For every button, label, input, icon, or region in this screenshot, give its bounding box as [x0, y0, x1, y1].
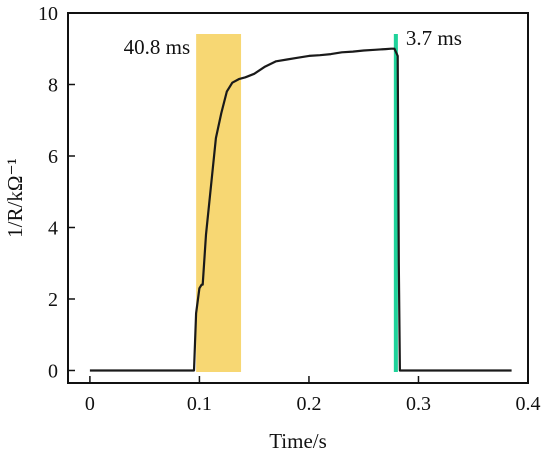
- annotation-label-1: 40.8 ms: [124, 35, 191, 59]
- highlight-band-1: [196, 34, 242, 372]
- annotation-label-2: 3.7 ms: [406, 26, 462, 50]
- x-axis-title: Time/s: [269, 429, 327, 453]
- annotation-labels: 40.8 ms 3.7 ms: [124, 26, 462, 59]
- x-tick-label: 0.4: [516, 393, 541, 415]
- x-tick-label: 0: [85, 393, 95, 415]
- y-tick-label: 10: [38, 3, 58, 25]
- y-tick-label: 6: [48, 146, 58, 168]
- series-line: [89, 47, 512, 372]
- y-axis-ticks: 0 2 4 6 8 10: [38, 3, 75, 382]
- x-axis-ticks: 0 0.1 0.2 0.3 0.4: [85, 376, 541, 415]
- y-axis-title: 1/R/kΩ⁻¹: [3, 158, 27, 238]
- plot-frame: [67, 12, 529, 384]
- y-tick-label: 2: [48, 289, 58, 311]
- x-tick-label: 0.1: [187, 393, 212, 415]
- y-tick-label: 4: [48, 217, 58, 239]
- y-tick-label: 0: [48, 360, 58, 382]
- x-tick-label: 0.3: [406, 393, 431, 415]
- y-tick-label: 8: [48, 74, 58, 96]
- x-tick-label: 0.2: [296, 393, 321, 415]
- highlight-bands: [196, 34, 398, 372]
- highlight-band-2: [393, 34, 398, 372]
